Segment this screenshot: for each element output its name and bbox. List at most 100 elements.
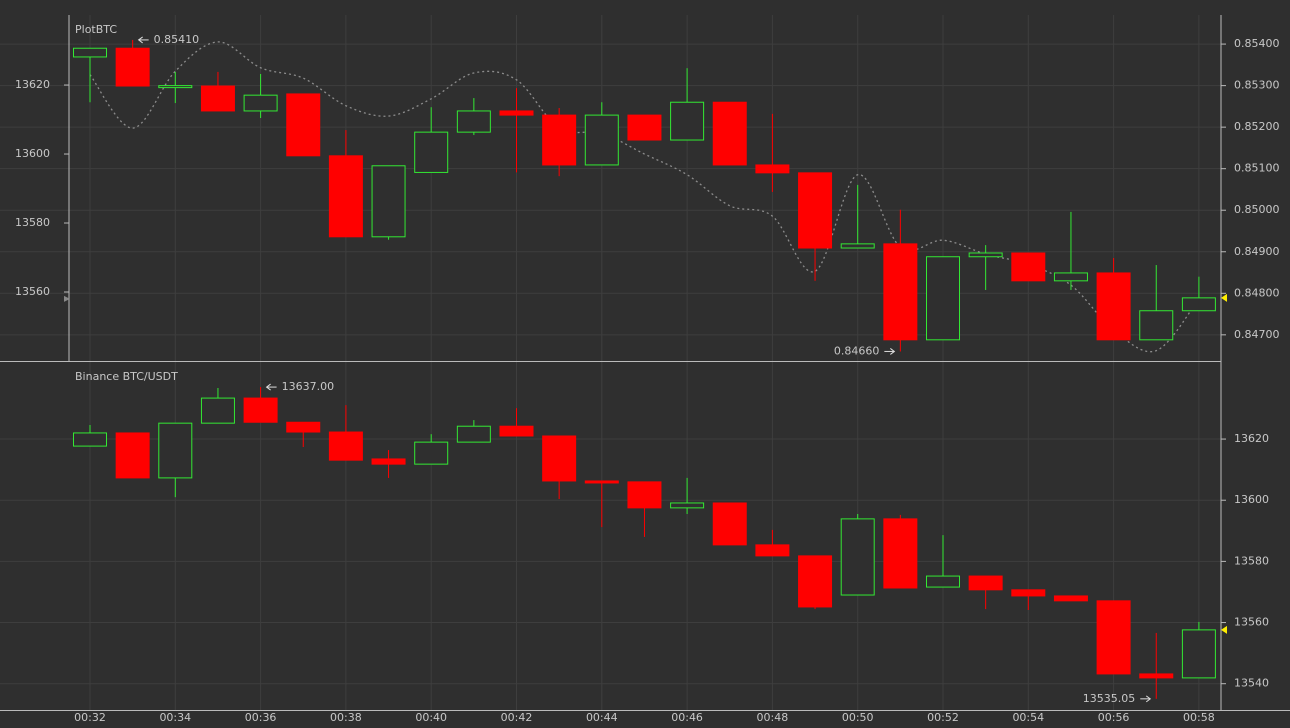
annotation-arrow-head [137, 36, 143, 44]
y2-tick-label: 13600 [1234, 493, 1269, 506]
candle-body [328, 155, 363, 238]
candle-body [542, 435, 577, 482]
candle-body [584, 480, 619, 484]
high-annotation: 13637.00 [282, 380, 335, 393]
candle-body [73, 47, 107, 58]
panel-title: Binance BTC/USDT [75, 370, 178, 383]
candle-body [926, 256, 960, 341]
candle-body [1139, 310, 1174, 341]
low-annotation: 0.84660 [834, 344, 880, 357]
candle-body [499, 425, 534, 437]
panel-title: PlotBTC [75, 23, 117, 36]
candle-body [1139, 673, 1174, 679]
last-price-marker [1221, 293, 1227, 302]
candle-body [243, 397, 278, 423]
candle-body [798, 555, 833, 608]
candle-body [670, 502, 705, 509]
y-tick-label: 13580 [15, 216, 50, 229]
candle-body [499, 110, 534, 116]
candle-body [286, 93, 321, 157]
y2-tick-label: 0.85100 [1234, 162, 1280, 175]
last-value-marker [64, 295, 70, 302]
candle-body [755, 544, 790, 557]
y2-tick-label: 0.85400 [1234, 37, 1280, 50]
candle-body [926, 575, 960, 588]
x-tick-label: 00:36 [245, 711, 277, 724]
candle-body [1011, 252, 1046, 282]
x-tick-label: 00:32 [74, 711, 106, 724]
x-tick-label: 00:56 [1098, 711, 1130, 724]
x-tick-label: 00:46 [671, 711, 703, 724]
x-tick-label: 00:50 [842, 711, 874, 724]
y2-tick-label: 0.85200 [1234, 120, 1280, 133]
y-tick-label: 13560 [15, 285, 50, 298]
candle-body [1053, 595, 1088, 602]
candle-body [200, 85, 235, 112]
y2-tick-label: 13560 [1234, 616, 1269, 629]
y2-tick-label: 13540 [1234, 677, 1269, 690]
candle-body [1011, 589, 1046, 597]
candle-body [840, 518, 875, 596]
candle-body [1096, 272, 1131, 341]
candle-body [1181, 297, 1216, 312]
candle-body [286, 421, 321, 433]
candle-body [328, 431, 363, 461]
y2-tick-label: 0.84900 [1234, 245, 1280, 258]
candle-body [456, 110, 491, 133]
candle-body [968, 252, 1003, 258]
candle-body [73, 432, 107, 447]
candle-body [1096, 600, 1131, 675]
candle-body [840, 243, 875, 249]
candle-body [968, 575, 1003, 591]
candle-body [712, 101, 747, 166]
x-tick-label: 00:58 [1183, 711, 1215, 724]
candle-body [584, 114, 619, 166]
candle-body [115, 47, 150, 87]
candle-body [1181, 629, 1216, 679]
candle-body [670, 101, 705, 141]
overlay-line [89, 41, 1200, 353]
x-tick-label: 00:40 [415, 711, 447, 724]
y-tick-label: 13600 [15, 147, 50, 160]
candle-body [158, 422, 193, 479]
last-price-marker [1221, 625, 1227, 634]
candle-body [798, 172, 833, 249]
y2-tick-label: 0.84700 [1234, 328, 1280, 341]
y2-tick-label: 0.85300 [1234, 79, 1280, 92]
x-tick-label: 00:48 [757, 711, 789, 724]
candle-body [200, 397, 235, 424]
y2-tick-label: 13620 [1234, 432, 1269, 445]
x-tick-label: 00:34 [159, 711, 191, 724]
candle-body [542, 114, 577, 166]
x-tick-label: 00:38 [330, 711, 362, 724]
candle-body [414, 131, 449, 173]
low-annotation: 13535.05 [1083, 692, 1136, 705]
x-tick-label: 00:54 [1012, 711, 1044, 724]
candle-body [712, 502, 747, 546]
annotation-arrow-head [1145, 695, 1152, 703]
candle-body [755, 164, 790, 174]
y2-tick-label: 0.84800 [1234, 286, 1280, 299]
candle-body [414, 441, 449, 465]
annotation-arrow-head [265, 383, 271, 391]
x-tick-label: 00:44 [586, 711, 618, 724]
candle-body [883, 518, 918, 589]
candle-body [243, 94, 278, 112]
y-tick-label: 13620 [15, 78, 50, 91]
y2-tick-label: 0.85000 [1234, 203, 1280, 216]
candle-body [371, 165, 406, 238]
candle-body [158, 85, 193, 89]
x-tick-label: 00:52 [927, 711, 959, 724]
y2-tick-label: 13580 [1234, 554, 1269, 567]
candle-body [627, 481, 662, 509]
candle-body [371, 458, 406, 465]
candle-body [627, 114, 662, 141]
candle-body [456, 425, 491, 443]
candle-body [1053, 272, 1088, 282]
candle-body [883, 243, 918, 341]
candle-body [115, 432, 150, 479]
annotation-arrow-head [890, 348, 896, 355]
plot [73, 39, 1216, 699]
